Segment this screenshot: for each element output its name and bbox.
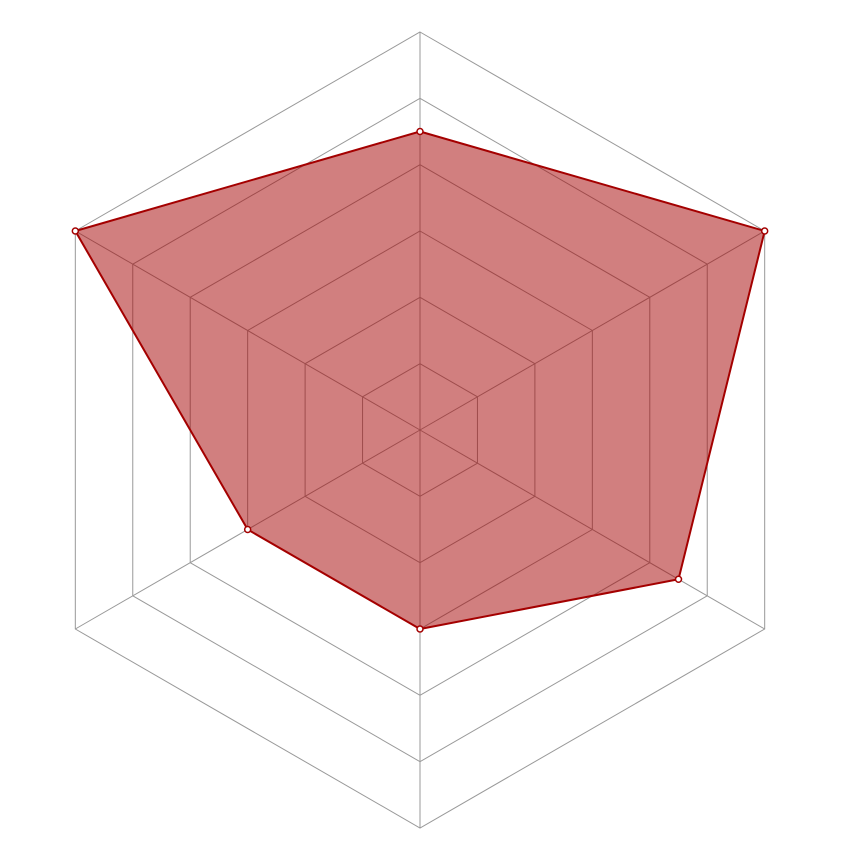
data-area — [74, 130, 766, 630]
data-point — [674, 575, 683, 583]
data-point — [71, 227, 80, 235]
data-point — [416, 625, 424, 633]
data-point — [243, 525, 252, 534]
data-point — [760, 227, 769, 235]
data-point — [416, 127, 424, 136]
